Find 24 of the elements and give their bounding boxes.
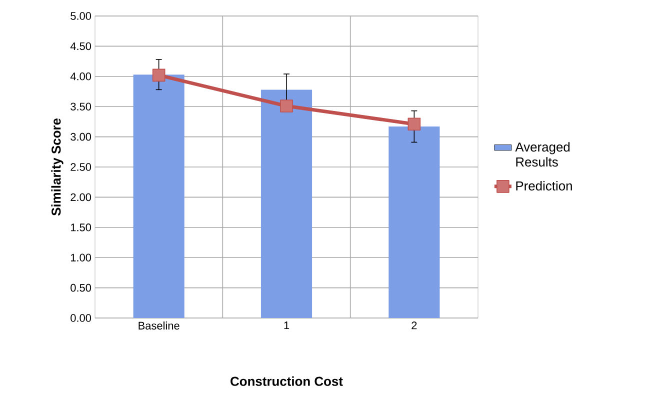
x-tick-label: 2 [412, 322, 417, 330]
y-tick-label: 4.00 [70, 72, 92, 80]
x-tick-label: Baseline [138, 322, 180, 330]
bar [388, 126, 440, 318]
x-tick-label: 1 [284, 322, 290, 330]
y-tick-label: 1.00 [70, 254, 92, 262]
y-tick-label: 0.00 [70, 314, 92, 322]
point [280, 100, 293, 112]
legend-label: Averaged Results [515, 142, 570, 167]
y-tick-label: 1.50 [70, 224, 92, 232]
y-tick-label: 3.00 [70, 132, 92, 141]
y-tick-label: 0.50 [70, 284, 92, 292]
point [152, 68, 166, 82]
y-tick-label: 2.00 [70, 193, 92, 202]
y-tick-label: 4.50 [70, 42, 92, 50]
bar [133, 74, 184, 318]
y-axis-title: Similarity Score [51, 118, 64, 216]
bar [260, 90, 312, 318]
point [408, 118, 421, 131]
y-tick-label: 5.00 [70, 12, 92, 20]
y-tick-label: 3.50 [70, 102, 92, 110]
x-axis-title: Construction Cost [230, 376, 343, 386]
y-tick-label: 2.50 [70, 163, 92, 171]
legend-label: Prediction [516, 180, 572, 190]
